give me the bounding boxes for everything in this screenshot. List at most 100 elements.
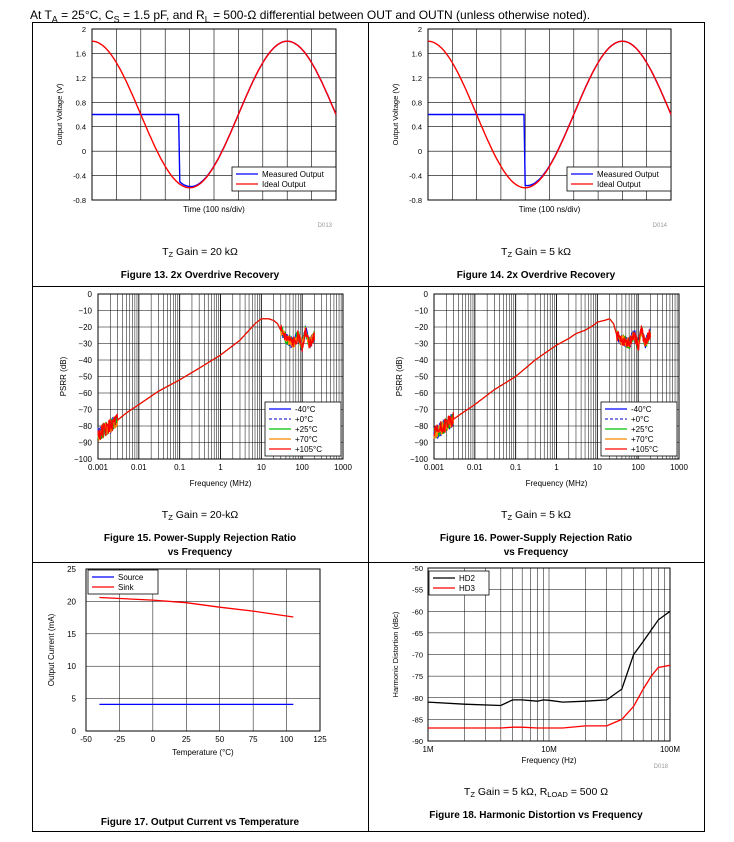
x-tick-label: 0.01 bbox=[131, 463, 147, 472]
fig15-condition: TZ Gain = 20-kΩ bbox=[162, 509, 239, 522]
series-hd2 bbox=[427, 610, 671, 707]
y-tick-label: 0.8 bbox=[76, 98, 86, 107]
legend-label-70c: +70°C bbox=[295, 435, 318, 444]
y-tick-label: 0 bbox=[88, 290, 93, 299]
y-tick-label: -90 bbox=[412, 737, 423, 746]
y-axis-title: Output Voltage (V) bbox=[391, 83, 400, 145]
x-tick-label: 0.1 bbox=[510, 463, 522, 472]
y-tick-label: −80 bbox=[414, 422, 428, 431]
x-tick-label: 100 bbox=[631, 463, 645, 472]
legend-box bbox=[428, 570, 490, 596]
y-axis-title: PSRR (dB) bbox=[395, 356, 404, 396]
plot-frame bbox=[97, 293, 344, 460]
grid-vertical-divider bbox=[368, 22, 369, 832]
x-axis-title: Time (100 ns/div) bbox=[519, 205, 581, 214]
legend-label-source: Source bbox=[118, 573, 144, 582]
x-tick-label: 10 bbox=[593, 463, 602, 472]
legend-label-105c: +105°C bbox=[631, 445, 658, 454]
y-tick-label: -0.4 bbox=[409, 172, 422, 181]
x-tick-label: 100 bbox=[280, 735, 294, 744]
fig16-condition: TZ Gain = 5 kΩ bbox=[501, 509, 571, 522]
x-tick-label: 0.001 bbox=[424, 463, 445, 472]
legend-label-0c: +0°C bbox=[631, 415, 649, 424]
legend-label-hd2: HD2 bbox=[459, 574, 476, 583]
x-tick-label: 1 bbox=[218, 463, 223, 472]
legend-label-105c: +105°C bbox=[295, 445, 322, 454]
figure-code: D013 bbox=[318, 223, 333, 229]
y-tick-label: 1.2 bbox=[412, 74, 422, 83]
y-tick-label: 0.8 bbox=[412, 98, 422, 107]
x-axis-title: Frequency (MHz) bbox=[190, 479, 252, 488]
y-tick-label: −40 bbox=[414, 356, 428, 365]
x-tick-label: 1000 bbox=[334, 463, 352, 472]
x-tick-label: 1 bbox=[554, 463, 559, 472]
y-tick-label: 0 bbox=[72, 727, 77, 736]
y-tick-label: −80 bbox=[78, 422, 92, 431]
fig14-title: Figure 14. 2x Overdrive Recovery bbox=[457, 270, 616, 281]
series-105c bbox=[433, 318, 651, 437]
y-tick-label: -70 bbox=[412, 651, 423, 660]
series-105c bbox=[97, 318, 315, 440]
legend-box bbox=[566, 166, 672, 192]
x-tick-label: 0.01 bbox=[467, 463, 483, 472]
y-axis-title: PSRR (dB) bbox=[59, 356, 68, 396]
y-tick-label: −30 bbox=[78, 340, 92, 349]
y-tick-label: -80 bbox=[412, 694, 423, 703]
y-tick-label: -0.8 bbox=[409, 196, 422, 205]
y-tick-label: −100 bbox=[74, 455, 93, 464]
legend-box bbox=[87, 569, 159, 595]
y-tick-label: 5 bbox=[72, 695, 77, 704]
legend-label-idealoutput: Ideal Output bbox=[597, 180, 641, 189]
y-tick-label: −90 bbox=[78, 439, 92, 448]
y-tick-label: 15 bbox=[67, 630, 76, 639]
conditions-header: At TA = 25°C, CS = 1.5 pF, and RL = 500-… bbox=[30, 8, 591, 25]
x-tick-label: 50 bbox=[215, 735, 224, 744]
x-tick-label: 125 bbox=[313, 735, 327, 744]
ideal-output-line bbox=[427, 40, 672, 189]
y-tick-label: -50 bbox=[412, 564, 423, 573]
y-tick-label: -0.8 bbox=[73, 196, 86, 205]
x-tick-label: 25 bbox=[182, 735, 191, 744]
y-tick-label: 0.4 bbox=[76, 123, 86, 132]
grid-row-divider-2 bbox=[32, 562, 705, 563]
fig17-title: Figure 17. Output Current vs Temperature bbox=[101, 817, 300, 828]
y-tick-label: 25 bbox=[67, 565, 76, 574]
legend-label-25c: +25°C bbox=[631, 425, 654, 434]
y-tick-label: 1.6 bbox=[76, 49, 86, 58]
y-tick-label: 2 bbox=[418, 25, 422, 34]
y-tick-label: −40 bbox=[78, 356, 92, 365]
fig16-title: Figure 16. Power-Supply Rejection Ratio bbox=[440, 533, 632, 544]
y-tick-label: −50 bbox=[414, 373, 428, 382]
x-tick-label: 0.1 bbox=[174, 463, 186, 472]
series-hd3 bbox=[428, 664, 671, 729]
fig14-condition: TZ Gain = 5 kΩ bbox=[501, 246, 571, 259]
fig13-condition: TZ Gain = 20 kΩ bbox=[162, 246, 238, 259]
y-axis-title: Output Current (mA) bbox=[47, 613, 56, 686]
legend-label-sink: Sink bbox=[118, 583, 135, 592]
y-tick-label: −60 bbox=[78, 389, 92, 398]
legend-label-70c: +70°C bbox=[631, 435, 654, 444]
y-tick-label: −70 bbox=[78, 406, 92, 415]
y-tick-label: 20 bbox=[67, 597, 76, 606]
y-tick-label: 1.6 bbox=[412, 49, 422, 58]
legend-label-25c: +25°C bbox=[295, 425, 318, 434]
x-tick-label: 1M bbox=[422, 745, 433, 754]
fig18-title: Figure 18. Harmonic Distortion vs Freque… bbox=[429, 810, 643, 821]
legend-label-40c: -40°C bbox=[631, 405, 652, 414]
y-tick-label: -65 bbox=[412, 629, 423, 638]
fig16-title-line2: vs Frequency bbox=[504, 547, 569, 558]
y-tick-label: -75 bbox=[412, 672, 423, 681]
legend-label-hd3: HD3 bbox=[459, 584, 476, 593]
plot-frame bbox=[427, 567, 671, 742]
x-tick-label: 0.001 bbox=[88, 463, 109, 472]
x-tick-label: -50 bbox=[80, 735, 92, 744]
y-tick-label: -85 bbox=[412, 715, 423, 724]
y-axis-title: Harmonic Distortion (dBc) bbox=[391, 611, 400, 697]
plot-frame bbox=[85, 568, 321, 732]
y-tick-label: −60 bbox=[414, 389, 428, 398]
fig15-title-line2: vs Frequency bbox=[168, 547, 233, 558]
x-axis-title: Frequency (Hz) bbox=[521, 756, 576, 765]
x-tick-label: 10 bbox=[257, 463, 266, 472]
y-tick-label: 0 bbox=[418, 147, 422, 156]
